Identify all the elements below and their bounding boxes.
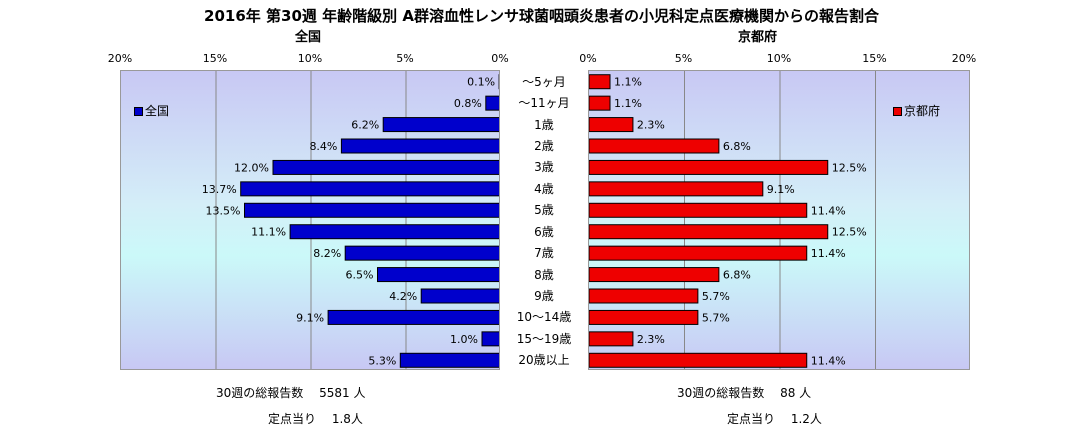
right-data-label: 2.3% xyxy=(637,333,665,346)
right-data-label: 11.4% xyxy=(811,204,846,217)
right-per-site: 定点当り 1.2人 xyxy=(727,412,822,426)
left-data-label: 1.0% xyxy=(450,333,478,346)
right-data-label: 6.8% xyxy=(723,140,751,153)
right-x-tick: 5% xyxy=(674,52,693,65)
category-label: ～5ヶ月 xyxy=(522,74,566,89)
left-x-tick: 20% xyxy=(107,52,133,65)
left-bar xyxy=(344,245,499,261)
left-data-label: 8.2% xyxy=(313,247,341,260)
right-x-tick: 10% xyxy=(766,52,792,65)
right-chart-subtitle: 京都府 xyxy=(738,30,778,45)
right-data-label: 9.1% xyxy=(767,183,795,196)
right-bar xyxy=(589,159,829,175)
left-data-label: 13.7% xyxy=(202,183,237,196)
category-label: 5歳 xyxy=(534,203,554,218)
right-bar xyxy=(589,117,634,133)
left-data-label: 0.1% xyxy=(467,76,495,89)
right-bar xyxy=(589,224,829,240)
legend-swatch-icon xyxy=(893,107,902,116)
left-legend: 全国 xyxy=(134,102,169,119)
left-bar-chart: 0.1% 0.8% 6.2% 8.4% 12.0% 13.7% 13.5% 11.1% 8.2%… xyxy=(202,71,499,369)
left-x-tick: 15% xyxy=(202,52,228,65)
category-label: 4歳 xyxy=(534,181,554,196)
left-chart-subtitle: 全国 xyxy=(295,30,322,45)
right-legend: 京都府 xyxy=(893,102,940,119)
left-bar xyxy=(420,288,499,304)
left-data-label: 5.3% xyxy=(368,354,396,367)
right-bar xyxy=(589,267,720,283)
left-total-reports: 30週の総報告数 5581 人 xyxy=(216,386,366,400)
left-bar xyxy=(289,224,499,240)
left-bar xyxy=(340,138,499,154)
right-x-tick: 15% xyxy=(862,52,887,65)
left-legend-label: 全国 xyxy=(145,104,170,118)
chart-title: 2016年 第30週 年齢階級別 A群溶血性レンサ球菌咽頭炎患者の小児科定点医療… xyxy=(204,7,879,25)
right-x-tick: 20% xyxy=(951,52,977,65)
right-bar xyxy=(589,352,808,368)
right-data-label: 6.8% xyxy=(723,269,751,282)
right-bar xyxy=(589,309,699,325)
right-bar xyxy=(589,288,699,304)
category-label: 8歳 xyxy=(534,267,554,282)
left-data-label: 4.2% xyxy=(389,290,417,303)
category-label: ～11ヶ月 xyxy=(518,96,570,111)
left-data-label: 6.2% xyxy=(351,119,379,132)
category-label: 2歳 xyxy=(534,139,554,153)
right-bar xyxy=(589,245,808,261)
left-x-tick: 5% xyxy=(396,52,414,65)
category-label: 15～19歳 xyxy=(516,331,572,346)
legend-swatch-icon xyxy=(134,107,143,116)
left-data-label: 9.1% xyxy=(296,311,324,324)
right-bar xyxy=(589,95,611,111)
category-label: 20歳以上 xyxy=(518,353,570,368)
right-bar-chart: 1.1% 1.1% 2.3% 6.8% 12.5% 9.1% 11.4% 12.5% 11.4%… xyxy=(589,71,876,369)
right-data-label: 11.4% xyxy=(811,354,846,367)
right-data-label: 12.5% xyxy=(832,226,867,239)
left-bar xyxy=(377,267,499,283)
category-label: 3歳 xyxy=(534,160,554,175)
left-plot-area: 0.1% 0.8% 6.2% 8.4% 12.0% 13.7% 13.5% 11.1% 8.2%… xyxy=(120,70,500,370)
left-bar xyxy=(327,309,499,325)
left-data-label: 11.1% xyxy=(251,226,286,239)
left-data-label: 6.5% xyxy=(346,269,374,282)
right-bar xyxy=(589,202,808,218)
left-x-tick: 0% xyxy=(491,52,509,65)
right-total-reports: 30週の総報告数 88 人 xyxy=(677,386,812,400)
left-bar xyxy=(272,159,499,175)
category-label: 1歳 xyxy=(534,117,554,132)
right-data-label: 11.4% xyxy=(811,247,846,260)
right-plot-area: 1.1% 1.1% 2.3% 6.8% 12.5% 9.1% 11.4% 12.5% 11.4%… xyxy=(588,70,970,370)
right-bar xyxy=(589,181,764,197)
right-bar xyxy=(589,74,611,90)
right-data-label: 12.5% xyxy=(832,161,867,174)
right-data-label: 5.7% xyxy=(702,311,730,324)
right-x-tick: 0% xyxy=(579,52,597,65)
left-bar xyxy=(382,117,499,133)
right-data-label: 5.7% xyxy=(702,290,730,303)
category-label: 10～14歳 xyxy=(516,310,572,325)
right-data-label: 2.3% xyxy=(637,119,665,132)
left-per-site: 定点当り 1.8人 xyxy=(268,412,363,426)
category-label: 9歳 xyxy=(534,289,554,303)
left-data-label: 12.0% xyxy=(234,161,269,174)
category-label: 6歳 xyxy=(534,224,554,239)
category-label: 7歳 xyxy=(534,246,554,261)
right-bar xyxy=(589,331,634,347)
left-data-label: 0.8% xyxy=(454,97,482,110)
left-bar xyxy=(481,331,499,347)
left-data-label: 13.5% xyxy=(206,204,241,217)
right-legend-label: 京都府 xyxy=(904,104,941,118)
left-data-label: 8.4% xyxy=(309,140,337,153)
left-x-tick: 10% xyxy=(297,52,323,65)
left-bar xyxy=(399,352,499,368)
right-bar xyxy=(589,138,720,154)
left-bar xyxy=(240,181,499,197)
right-data-label: 1.1% xyxy=(614,97,642,110)
left-bar xyxy=(244,202,499,218)
right-data-label: 1.1% xyxy=(614,76,642,89)
left-bar xyxy=(485,95,499,111)
